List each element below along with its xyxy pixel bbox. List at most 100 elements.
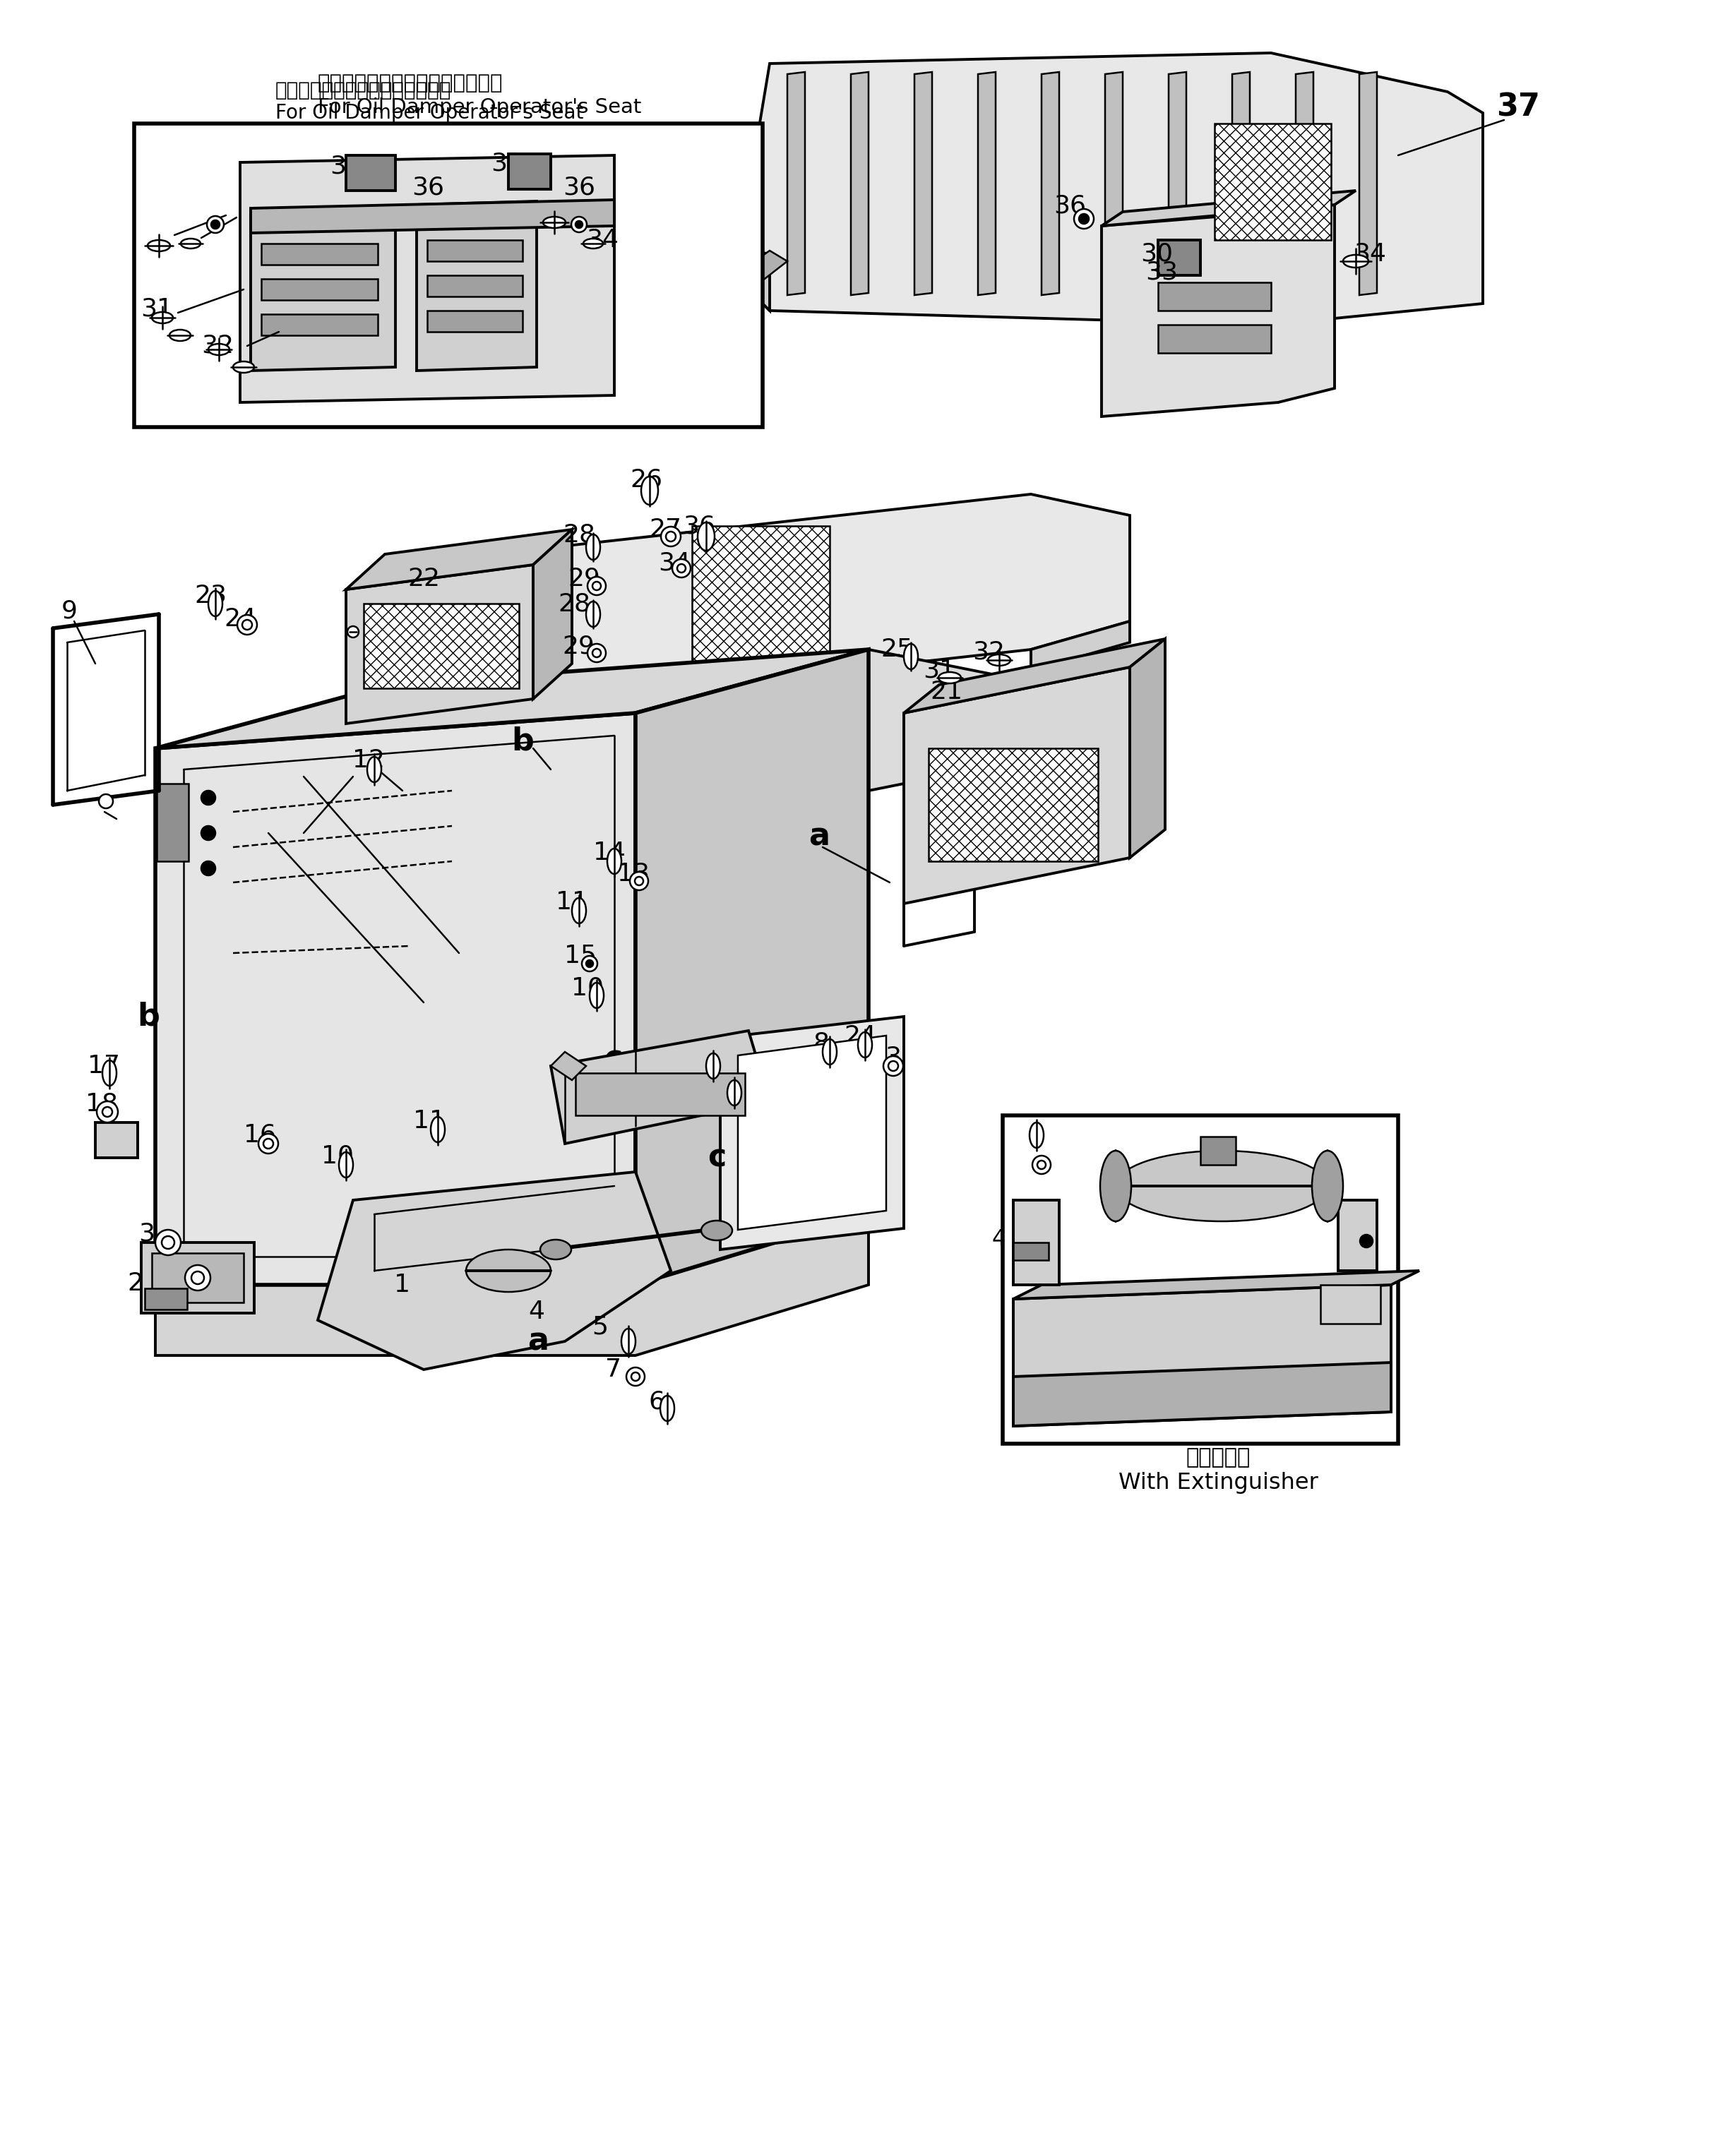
Ellipse shape [586,959,593,968]
Ellipse shape [573,899,586,923]
Polygon shape [739,1035,886,1229]
Ellipse shape [590,983,604,1009]
Ellipse shape [1038,1160,1045,1169]
Ellipse shape [631,1373,640,1380]
Polygon shape [1360,71,1377,295]
Polygon shape [734,248,770,310]
Text: 31: 31 [140,298,173,321]
Polygon shape [1041,71,1059,295]
Text: 28: 28 [557,591,590,617]
Ellipse shape [588,578,606,595]
Ellipse shape [586,602,600,627]
Text: 34: 34 [277,213,308,237]
Ellipse shape [99,793,112,808]
Bar [929,748,1099,860]
Ellipse shape [666,533,676,541]
Ellipse shape [192,1272,204,1285]
Ellipse shape [1080,213,1088,224]
Ellipse shape [1100,1151,1131,1220]
Ellipse shape [242,619,253,630]
Text: 30: 30 [1140,241,1173,265]
Ellipse shape [576,220,583,229]
Ellipse shape [676,565,685,573]
Text: 36: 36 [412,175,445,198]
Text: 34: 34 [1353,241,1386,265]
Polygon shape [1105,71,1123,295]
Bar [692,526,830,664]
Polygon shape [734,54,1483,326]
Text: 5: 5 [592,1315,609,1339]
Text: 24: 24 [223,608,256,632]
Polygon shape [251,201,614,233]
Bar [152,1253,244,1302]
Text: 21: 21 [931,679,962,703]
Ellipse shape [588,645,606,662]
Polygon shape [1130,638,1164,858]
Text: 1: 1 [394,1272,410,1298]
Bar [1201,1136,1235,1164]
Polygon shape [353,692,458,735]
Polygon shape [346,530,573,589]
Ellipse shape [592,582,600,591]
Polygon shape [915,71,932,295]
Ellipse shape [97,1102,118,1123]
Ellipse shape [147,239,170,252]
Ellipse shape [571,218,586,233]
Bar [95,1123,138,1158]
Text: 7: 7 [606,1358,621,1382]
Text: 8: 8 [813,1031,829,1056]
Text: 25: 25 [881,638,913,662]
Ellipse shape [237,614,258,634]
Ellipse shape [339,1151,353,1177]
Text: a: a [528,1326,548,1356]
Text: 14: 14 [593,841,626,865]
Polygon shape [1102,190,1356,226]
Ellipse shape [661,1395,675,1421]
Text: 12: 12 [353,748,384,772]
Polygon shape [851,71,868,295]
Ellipse shape [102,1106,112,1117]
Ellipse shape [208,591,223,617]
Ellipse shape [201,791,215,804]
Ellipse shape [161,1235,175,1248]
Polygon shape [550,1052,586,1080]
Ellipse shape [465,1250,550,1291]
Ellipse shape [1029,1123,1043,1147]
Ellipse shape [642,476,657,505]
Ellipse shape [170,330,190,341]
Text: 23: 23 [868,1046,901,1069]
Text: a: a [808,821,830,852]
Ellipse shape [673,558,690,578]
Text: 22: 22 [408,567,439,591]
Bar [427,239,522,261]
Text: 23: 23 [194,582,227,608]
Text: 29: 29 [567,567,600,591]
Text: 18: 18 [85,1091,118,1115]
Polygon shape [417,201,536,371]
Ellipse shape [263,1138,273,1149]
Bar [509,153,550,190]
Bar [1337,1201,1377,1270]
Text: 28: 28 [562,524,595,548]
Ellipse shape [706,1054,720,1078]
Ellipse shape [201,860,215,875]
Polygon shape [156,649,868,748]
Ellipse shape [543,218,566,229]
Text: c: c [604,1044,623,1074]
Text: 36: 36 [1054,194,1086,218]
Ellipse shape [208,343,230,356]
Text: 36: 36 [562,175,595,198]
Text: 41: 41 [991,1229,1021,1250]
Text: 2: 2 [128,1272,144,1296]
Polygon shape [1296,71,1313,295]
Polygon shape [1014,1285,1391,1425]
Text: 34: 34 [586,229,619,252]
Text: 17: 17 [88,1054,119,1078]
Polygon shape [1102,205,1334,416]
Text: 27: 27 [649,517,682,541]
Text: 20: 20 [690,1046,723,1069]
Polygon shape [346,565,533,724]
Text: b: b [512,727,535,757]
Polygon shape [1031,621,1130,671]
Ellipse shape [626,1367,645,1386]
